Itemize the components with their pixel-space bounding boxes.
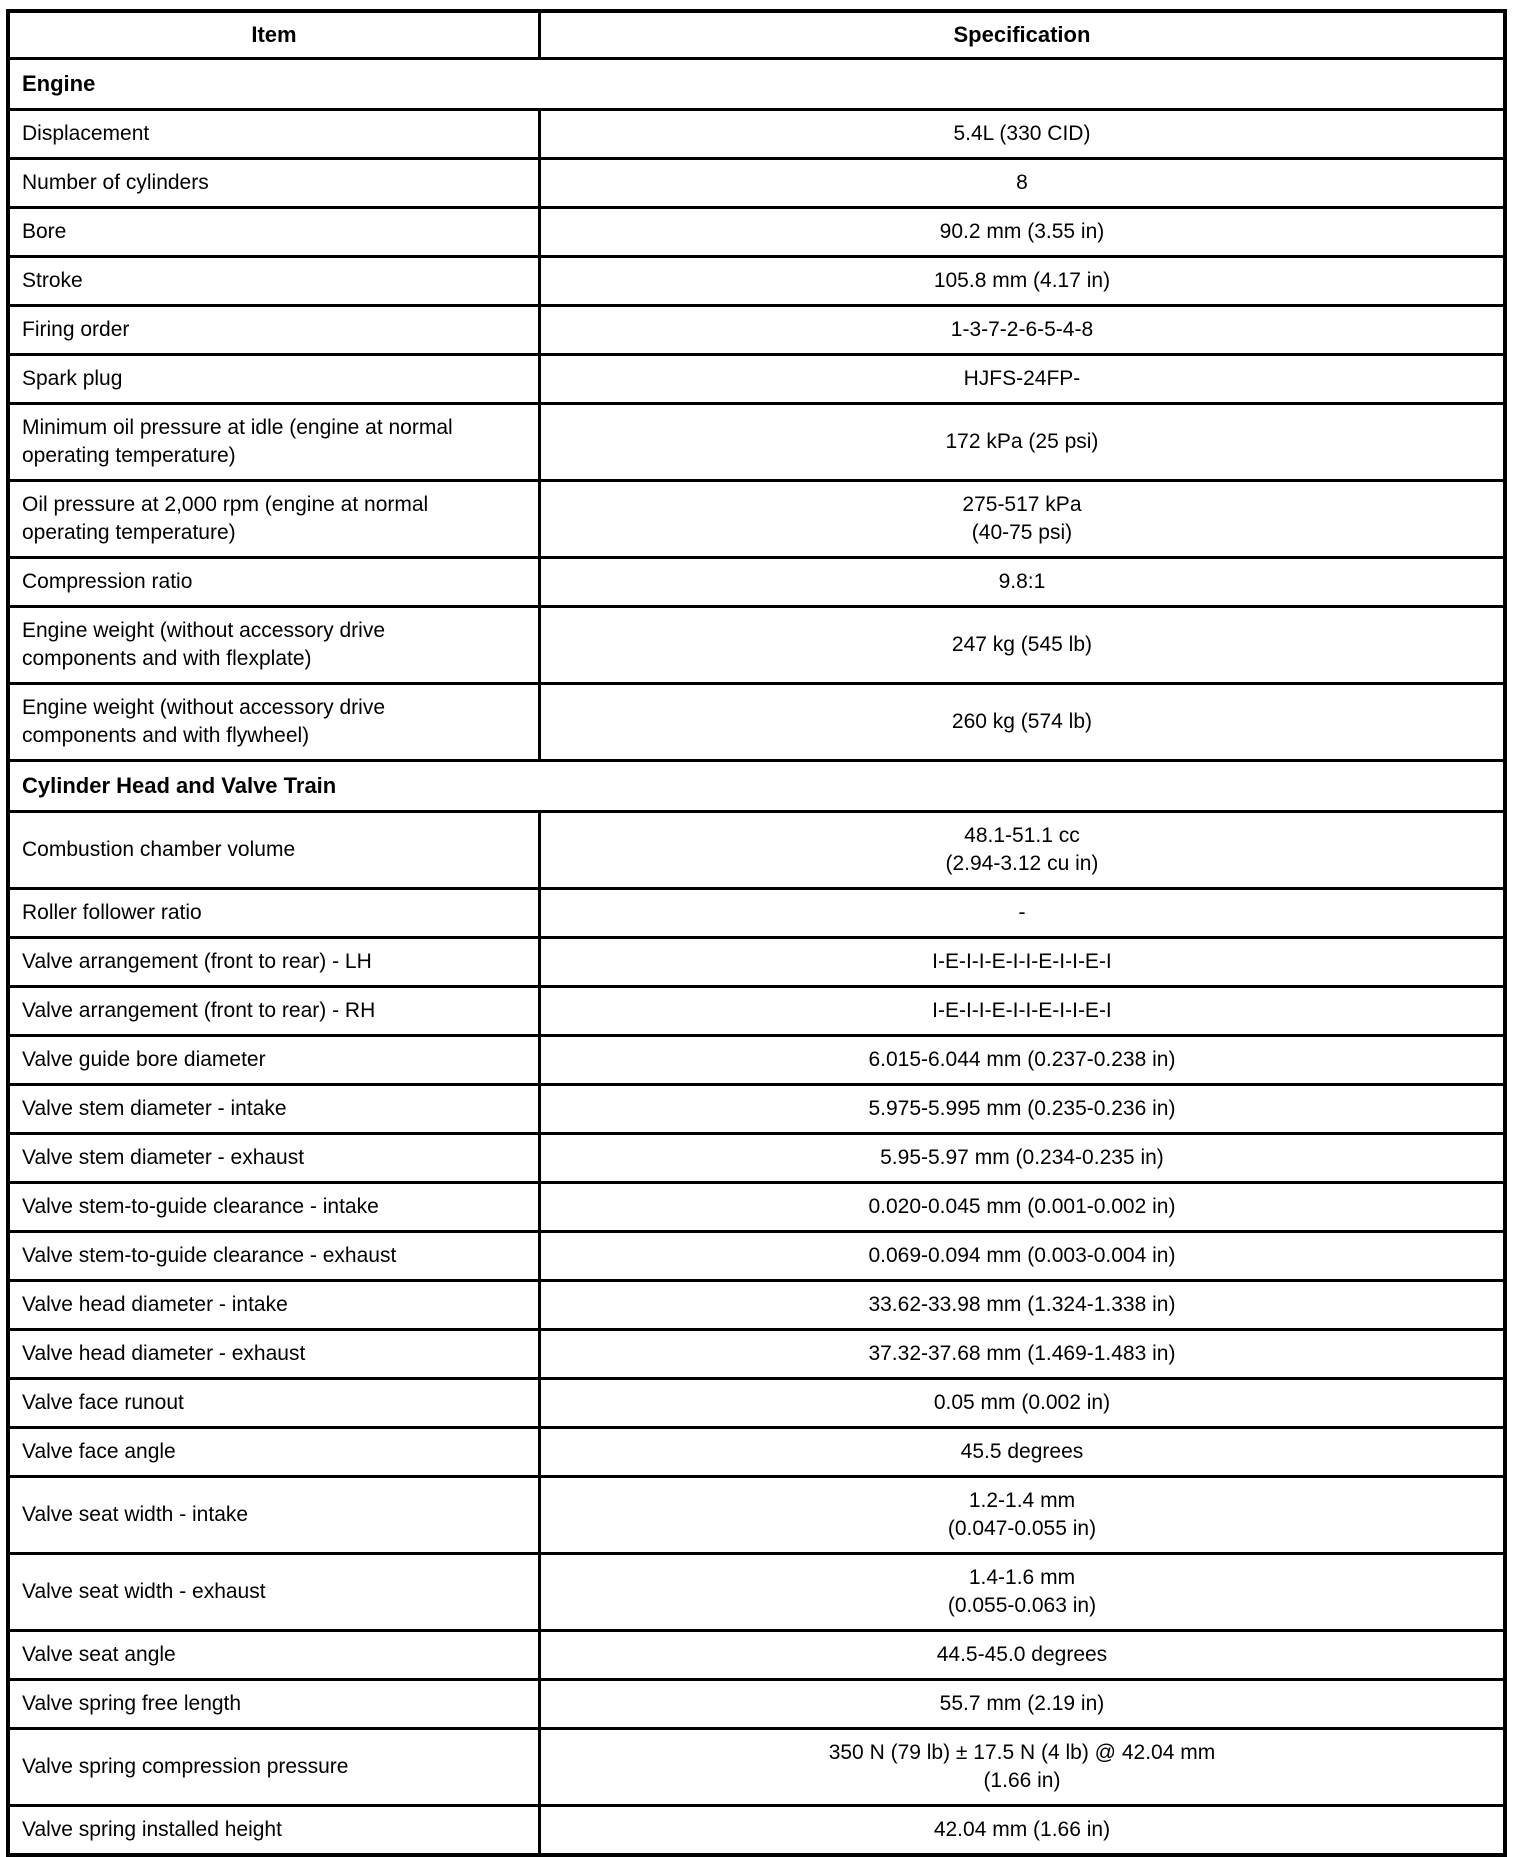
section-title: Cylinder Head and Valve Train: [6, 759, 1507, 813]
item-label: Engine weight (without accessory drive c…: [6, 682, 541, 762]
table-row: Number of cylinders 8: [6, 157, 1507, 209]
spec-value: 0.069-0.094 mm (0.003-0.004 in): [537, 1230, 1507, 1282]
item-label: Valve head diameter - exhaust: [6, 1328, 541, 1380]
spec-value: 105.8 mm (4.17 in): [537, 255, 1507, 307]
table-row: Valve arrangement (front to rear) - LH I…: [6, 936, 1507, 988]
table-row: Bore 90.2 mm (3.55 in): [6, 206, 1507, 258]
item-label: Oil pressure at 2,000 rpm (engine at nor…: [6, 479, 541, 559]
item-label: Valve seat width - exhaust: [6, 1552, 541, 1632]
spec-value: 275-517 kPa (40-75 psi): [537, 479, 1507, 559]
table-row: Valve head diameter - intake 33.62-33.98…: [6, 1279, 1507, 1331]
spec-value: 1.4-1.6 mm (0.055-0.063 in): [537, 1552, 1507, 1632]
spec-value: 260 kg (574 lb): [537, 682, 1507, 762]
spec-value: 8: [537, 157, 1507, 209]
table-row: Valve face runout 0.05 mm (0.002 in): [6, 1377, 1507, 1429]
spec-value: 45.5 degrees: [537, 1426, 1507, 1478]
spec-value: 0.020-0.045 mm (0.001-0.002 in): [537, 1181, 1507, 1233]
section-header-engine: Engine: [6, 57, 1507, 111]
item-label: Valve stem diameter - exhaust: [6, 1132, 541, 1184]
item-label: Valve face runout: [6, 1377, 541, 1429]
spec-value: 172 kPa (25 psi): [537, 402, 1507, 482]
item-label: Spark plug: [6, 353, 541, 405]
item-label: Valve spring installed height: [6, 1804, 541, 1857]
spec-value: 90.2 mm (3.55 in): [537, 206, 1507, 258]
item-label: Number of cylinders: [6, 157, 541, 209]
section-header-cylinder-head-and-valve-train: Cylinder Head and Valve Train: [6, 759, 1507, 813]
item-label: Valve guide bore diameter: [6, 1034, 541, 1086]
spec-value: 0.05 mm (0.002 in): [537, 1377, 1507, 1429]
table-row: Engine weight (without accessory drive c…: [6, 682, 1507, 762]
spec-value: 1.2-1.4 mm (0.047-0.055 in): [537, 1475, 1507, 1555]
item-label: Valve arrangement (front to rear) - RH: [6, 985, 541, 1037]
table-row: Valve stem diameter - intake 5.975-5.995…: [6, 1083, 1507, 1135]
table-row: Oil pressure at 2,000 rpm (engine at nor…: [6, 479, 1507, 559]
table-header-row: Item Specification: [6, 9, 1507, 60]
table-row: Valve stem-to-guide clearance - exhaust …: [6, 1230, 1507, 1282]
spec-value: 55.7 mm (2.19 in): [537, 1678, 1507, 1730]
table-row: Engine weight (without accessory drive c…: [6, 605, 1507, 685]
item-label: Minimum oil pressure at idle (engine at …: [6, 402, 541, 482]
spec-value: 48.1-51.1 cc (2.94-3.12 cu in): [537, 810, 1507, 890]
table-row: Valve seat angle 44.5-45.0 degrees: [6, 1629, 1507, 1681]
table-row: Valve stem-to-guide clearance - intake 0…: [6, 1181, 1507, 1233]
table-row: Valve face angle 45.5 degrees: [6, 1426, 1507, 1478]
table-row: Compression ratio 9.8:1: [6, 556, 1507, 608]
spec-value: 5.975-5.995 mm (0.235-0.236 in): [537, 1083, 1507, 1135]
item-label: Compression ratio: [6, 556, 541, 608]
spec-value: 9.8:1: [537, 556, 1507, 608]
table-row: Displacement 5.4L (330 CID): [6, 108, 1507, 160]
item-label: Combustion chamber volume: [6, 810, 541, 890]
item-label: Engine weight (without accessory drive c…: [6, 605, 541, 685]
spec-value: HJFS-24FP-: [537, 353, 1507, 405]
table-row: Minimum oil pressure at idle (engine at …: [6, 402, 1507, 482]
section-title: Engine: [6, 57, 1507, 111]
column-header-specification: Specification: [537, 9, 1507, 60]
item-label: Bore: [6, 206, 541, 258]
table-row: Valve spring free length 55.7 mm (2.19 i…: [6, 1678, 1507, 1730]
item-label: Valve stem-to-guide clearance - intake: [6, 1181, 541, 1233]
table-row: Stroke 105.8 mm (4.17 in): [6, 255, 1507, 307]
item-label: Valve spring compression pressure: [6, 1727, 541, 1807]
spec-value: 1-3-7-2-6-5-4-8: [537, 304, 1507, 356]
item-label: Valve spring free length: [6, 1678, 541, 1730]
item-label: Valve stem-to-guide clearance - exhaust: [6, 1230, 541, 1282]
item-label: Valve stem diameter - intake: [6, 1083, 541, 1135]
item-label: Stroke: [6, 255, 541, 307]
spec-value: I-E-I-I-E-I-I-E-I-I-E-I: [537, 936, 1507, 988]
item-label: Displacement: [6, 108, 541, 160]
spec-value: I-E-I-I-E-I-I-E-I-I-E-I: [537, 985, 1507, 1037]
item-label: Valve seat width - intake: [6, 1475, 541, 1555]
item-label: Roller follower ratio: [6, 887, 541, 939]
spec-value: 6.015-6.044 mm (0.237-0.238 in): [537, 1034, 1507, 1086]
spec-value: 37.32-37.68 mm (1.469-1.483 in): [537, 1328, 1507, 1380]
item-label: Firing order: [6, 304, 541, 356]
column-header-item: Item: [6, 9, 541, 60]
spec-value: 42.04 mm (1.66 in): [537, 1804, 1507, 1857]
table-row: Valve head diameter - exhaust 37.32-37.6…: [6, 1328, 1507, 1380]
spec-value: 33.62-33.98 mm (1.324-1.338 in): [537, 1279, 1507, 1331]
item-label: Valve face angle: [6, 1426, 541, 1478]
spec-value: 247 kg (545 lb): [537, 605, 1507, 685]
table-row: Spark plug HJFS-24FP-: [6, 353, 1507, 405]
item-label: Valve seat angle: [6, 1629, 541, 1681]
item-label: Valve head diameter - intake: [6, 1279, 541, 1331]
spec-value: -: [537, 887, 1507, 939]
spec-value: 350 N (79 lb) ± 17.5 N (4 lb) @ 42.04 mm…: [537, 1727, 1507, 1807]
table-row: Valve spring installed height 42.04 mm (…: [6, 1804, 1507, 1857]
spec-value: 44.5-45.0 degrees: [537, 1629, 1507, 1681]
table-row: Valve stem diameter - exhaust 5.95-5.97 …: [6, 1132, 1507, 1184]
spec-value: 5.4L (330 CID): [537, 108, 1507, 160]
table-row: Valve arrangement (front to rear) - RH I…: [6, 985, 1507, 1037]
engine-specification-table: Item Specification Engine Displacement 5…: [6, 9, 1507, 1857]
spec-value: 5.95-5.97 mm (0.234-0.235 in): [537, 1132, 1507, 1184]
table-row: Combustion chamber volume 48.1-51.1 cc (…: [6, 810, 1507, 890]
table-row: Roller follower ratio -: [6, 887, 1507, 939]
table-row: Valve spring compression pressure 350 N …: [6, 1727, 1507, 1807]
item-label: Valve arrangement (front to rear) - LH: [6, 936, 541, 988]
table-row: Firing order 1-3-7-2-6-5-4-8: [6, 304, 1507, 356]
table-row: Valve seat width - exhaust 1.4-1.6 mm (0…: [6, 1552, 1507, 1632]
table-row: Valve seat width - intake 1.2-1.4 mm (0.…: [6, 1475, 1507, 1555]
table-row: Valve guide bore diameter 6.015-6.044 mm…: [6, 1034, 1507, 1086]
